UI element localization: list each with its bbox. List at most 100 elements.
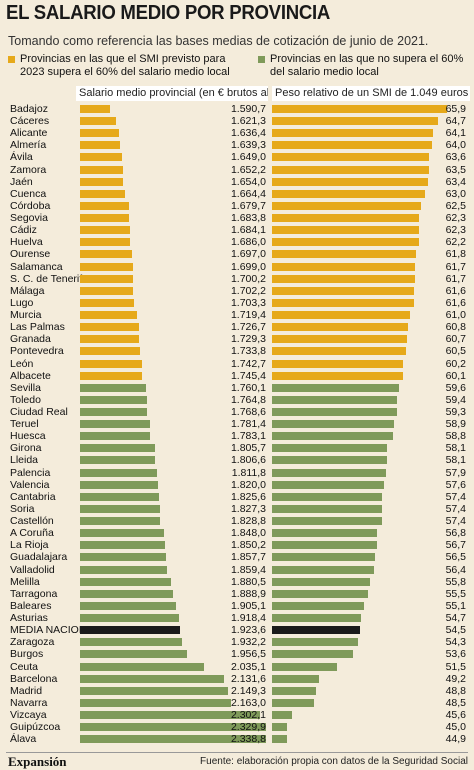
smi-bar	[272, 153, 430, 162]
salary-bar	[80, 601, 177, 610]
salary-bar	[80, 311, 137, 320]
smi-bar	[272, 723, 288, 732]
smi-value-label: 59,3	[445, 406, 466, 418]
salary-value-label: 1.932,2	[230, 636, 266, 649]
province-label: Baleares	[10, 599, 52, 612]
province-label: Valencia	[10, 478, 50, 491]
salary-value-label: 1.918,4	[230, 612, 266, 625]
smi-bar	[272, 371, 403, 380]
smi-bar	[272, 601, 365, 610]
salary-bar	[80, 274, 133, 283]
province-label: Lleida	[10, 454, 39, 467]
salary-bar	[80, 480, 159, 489]
salary-bar	[80, 153, 123, 162]
salary-value-label: 1.768,6	[230, 406, 266, 418]
salary-value-label: 1.781,4	[230, 418, 266, 431]
salary-bar	[80, 214, 130, 223]
province-label: Albacete	[10, 369, 51, 382]
smi-value-label: 59,6	[445, 381, 466, 394]
salary-value-label: 1.654,0	[230, 175, 266, 188]
legend-yellow: Provincias en las que el SMI previsto pa…	[8, 53, 248, 79]
smi-value-label: 61,6	[445, 284, 466, 297]
salary-bar	[80, 347, 141, 356]
salary-value-label: 1.621,3	[230, 115, 266, 128]
province-label: Segovia	[10, 212, 48, 225]
smi-value-label: 55,8	[445, 575, 466, 588]
province-label: Toledo	[10, 393, 41, 406]
salary-value-label: 1.805,7	[230, 442, 266, 455]
smi-value-label: 58,8	[445, 430, 466, 443]
salary-bar	[80, 359, 142, 368]
smi-value-label: 61,8	[445, 248, 466, 261]
salary-value-label: 1.700,2	[230, 272, 266, 285]
source-note: Fuente: elaboración propia con datos de …	[200, 756, 468, 767]
province-label: Zaragoza	[10, 636, 55, 649]
smi-value-label: 61,7	[445, 272, 466, 285]
smi-value-label: 44,9	[445, 733, 466, 746]
salary-bar	[80, 541, 165, 550]
smi-bar	[272, 468, 386, 477]
province-label: Soria	[10, 502, 35, 515]
salary-value-label: 1.684,1	[230, 224, 266, 237]
salary-value-label: 1.764,8	[230, 393, 266, 406]
salary-value-label: 1.697,0	[230, 248, 266, 261]
salary-value-label: 1.639,3	[230, 139, 266, 152]
salary-bar	[80, 492, 160, 501]
smi-value-label: 63,4	[445, 175, 466, 188]
smi-bar	[272, 541, 377, 550]
smi-value-label: 61,6	[445, 296, 466, 309]
salary-bar	[80, 577, 172, 586]
province-label: Murcia	[10, 309, 42, 322]
smi-bar	[272, 698, 315, 707]
smi-value-label: 56,4	[445, 563, 466, 576]
province-label: Cantabria	[10, 490, 56, 503]
province-label: Alicante	[10, 127, 48, 140]
salary-bar	[80, 589, 173, 598]
smi-bar	[272, 504, 383, 513]
legend-green-swatch	[258, 56, 265, 63]
province-label: Melilla	[10, 575, 40, 588]
province-label: Castellón	[10, 515, 54, 528]
salary-value-label: 1.719,4	[230, 309, 266, 322]
province-label: Sevilla	[10, 381, 41, 394]
smi-value-label: 54,7	[445, 612, 466, 625]
smi-bar	[272, 323, 409, 332]
smi-value-label: 55,5	[445, 587, 466, 600]
salary-bar	[80, 468, 157, 477]
smi-bar	[272, 614, 362, 623]
province-label: Lugo	[10, 296, 34, 309]
smi-bar	[272, 589, 368, 598]
smi-value-label: 54,3	[445, 636, 466, 649]
smi-value-label: 62,2	[445, 236, 466, 249]
province-label: Granada	[10, 333, 51, 346]
smi-value-label: 65,9	[445, 103, 466, 115]
salary-bar	[80, 420, 151, 429]
salary-bar	[80, 177, 124, 186]
province-label: Navarra	[10, 696, 48, 709]
salary-bar	[80, 129, 120, 138]
smi-bar	[272, 214, 420, 223]
smi-value-label: 55,1	[445, 599, 466, 612]
salary-bar	[80, 444, 156, 453]
smi-value-label: 61,0	[445, 309, 466, 322]
smi-value-label: 57,4	[445, 490, 466, 503]
province-label: Jaén	[10, 175, 33, 188]
smi-value-label: 58,1	[445, 442, 466, 455]
smi-value-label: 63,5	[445, 163, 466, 176]
salary-value-label: 1.783,1	[230, 430, 266, 443]
province-label: Badajoz	[10, 103, 48, 115]
smi-value-label: 62,5	[445, 199, 466, 212]
smi-value-label: 64,0	[445, 139, 466, 152]
salary-value-label: 1.652,2	[230, 163, 266, 176]
salary-value-label: 1.905,1	[230, 599, 266, 612]
salary-bar	[80, 226, 130, 235]
smi-bar	[272, 735, 287, 744]
salary-value-label: 1.760,1	[230, 381, 266, 394]
province-label: Cáceres	[10, 115, 50, 128]
province-label: Teruel	[10, 418, 39, 431]
salary-bar	[80, 614, 180, 623]
province-label: Tarragona	[10, 587, 58, 600]
salary-bar	[80, 650, 188, 659]
page-title: EL SALARIO MEDIO POR PROVINCIA	[6, 2, 331, 24]
smi-value-label: 45,6	[445, 709, 466, 721]
